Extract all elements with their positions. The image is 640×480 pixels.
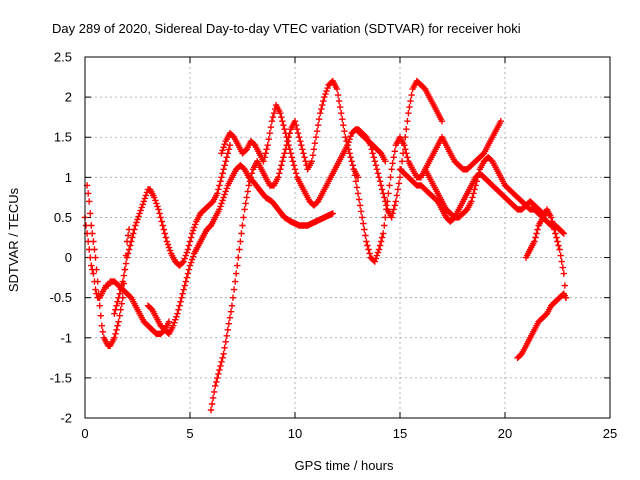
series-arc-10 <box>422 154 567 237</box>
y-axis-label: SDTVAR / TECUs <box>6 187 21 292</box>
y-tick-label: 0 <box>65 250 72 265</box>
point-markers <box>354 77 446 221</box>
plot-border <box>84 56 611 419</box>
series-arc-4 <box>144 162 336 337</box>
y-tick-label: -1.5 <box>50 370 72 385</box>
point-markers <box>111 142 234 317</box>
series-arc-12 <box>522 206 570 301</box>
x-tick-label: 20 <box>498 426 512 441</box>
y-tick-label: 1 <box>65 170 72 185</box>
series-arc-8 <box>350 118 504 265</box>
series-arc-9 <box>396 166 551 225</box>
x-tick-label: 15 <box>393 426 407 441</box>
x-tick-label: 0 <box>81 426 88 441</box>
series-arc-11 <box>514 290 570 361</box>
y-tick-label: -2 <box>60 411 72 426</box>
x-tick-label: 5 <box>186 426 193 441</box>
x-axis-label: GPS time / hours <box>295 458 394 473</box>
x-tick-label: 10 <box>288 426 302 441</box>
point-markers <box>522 206 570 301</box>
point-markers <box>396 166 551 225</box>
series-arc-7 <box>354 77 446 221</box>
chart-title: Day 289 of 2020, Sidereal Day-to-day VTE… <box>52 21 521 36</box>
x-tick-label: 25 <box>603 426 617 441</box>
y-tick-label: -0.5 <box>50 290 72 305</box>
y-tick-label: 0.5 <box>54 210 72 225</box>
point-markers <box>144 162 336 337</box>
point-markers <box>350 118 504 265</box>
point-markers <box>422 154 567 237</box>
y-tick-label: 2 <box>65 90 72 105</box>
point-markers <box>514 290 570 361</box>
y-tick-label: -1 <box>60 330 72 345</box>
series-arc-5 <box>207 77 362 414</box>
axis-ticks: 0 5 10 15 20 25 -2 -1.5 -1 -0.5 0 0.5 1 1.5 2 2.5 <box>50 50 618 442</box>
data-marks <box>81 77 570 414</box>
y-tick-label: 2.5 <box>54 50 72 65</box>
y-tick-label: 1.5 <box>54 130 72 145</box>
series-arc-3 <box>111 142 234 317</box>
point-markers <box>207 77 362 414</box>
